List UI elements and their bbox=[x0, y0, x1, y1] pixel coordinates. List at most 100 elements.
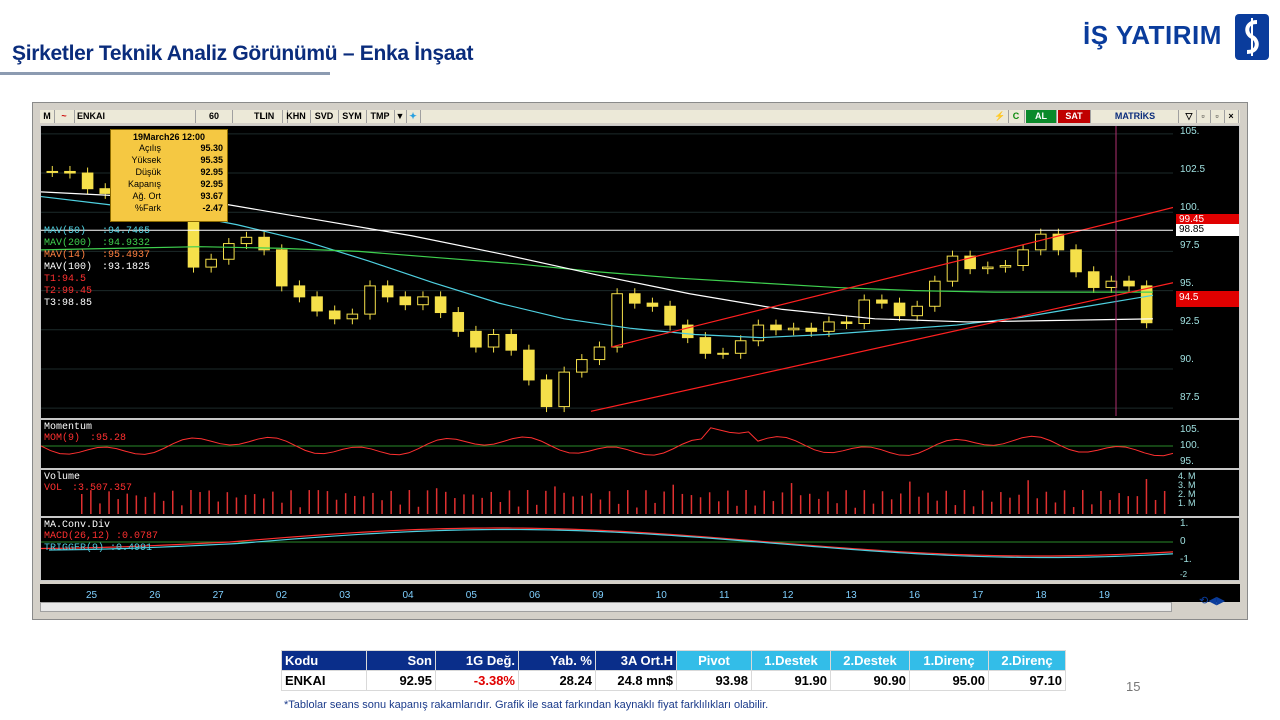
volume-bar bbox=[536, 504, 538, 514]
volume-bar bbox=[1136, 496, 1139, 514]
quote-table: Kodu Son 1G Değ. Yab. % 3A Ort.H Pivot 1.Deste… bbox=[281, 650, 1066, 691]
volume-bar bbox=[563, 492, 565, 514]
price-tick: 87.5 bbox=[1180, 392, 1200, 403]
window-menu-icon[interactable]: ▽ bbox=[1182, 110, 1197, 123]
candle bbox=[64, 170, 76, 174]
volume-bar bbox=[1072, 507, 1075, 514]
table-header-cell: 1G Değ. bbox=[435, 650, 519, 671]
toolbar-btn-tmp[interactable]: TMP bbox=[366, 110, 395, 123]
candle bbox=[293, 285, 306, 298]
volume-bar bbox=[226, 492, 229, 514]
macd-panel[interactable] bbox=[40, 517, 1240, 581]
momentum-legend: MOM(9):95.28 bbox=[44, 433, 127, 444]
volume-bar bbox=[499, 502, 502, 514]
volume-bar bbox=[708, 492, 711, 514]
volume-bar bbox=[745, 490, 747, 514]
candle bbox=[434, 296, 447, 314]
table-cell: ENKAI bbox=[281, 670, 367, 691]
candle bbox=[311, 296, 323, 312]
sell-button[interactable]: SAT bbox=[1058, 110, 1091, 123]
volume-bar bbox=[991, 501, 993, 514]
volume-bar bbox=[472, 494, 474, 514]
volume-bar bbox=[390, 490, 392, 514]
info-value: -2.47 bbox=[202, 203, 223, 213]
twitter-icon[interactable]: ✦ bbox=[406, 110, 421, 123]
volume-bar bbox=[363, 496, 365, 514]
table-header-cell: Kodu bbox=[281, 650, 367, 671]
candle bbox=[223, 243, 235, 260]
volume-bar bbox=[508, 490, 511, 514]
volume-bar bbox=[936, 500, 938, 514]
volume-bar bbox=[599, 499, 602, 514]
dropdown-arrow-icon[interactable]: ▼ bbox=[394, 110, 407, 123]
volume-bar bbox=[818, 498, 820, 514]
volume-bar bbox=[590, 493, 593, 514]
price-tick: 105. bbox=[1180, 126, 1200, 137]
info-value: 93.67 bbox=[200, 191, 223, 201]
toolbar-btn-khn[interactable]: KHN bbox=[282, 110, 311, 123]
scroll-arrows-icon[interactable]: ⟲◀▶ bbox=[1199, 595, 1226, 607]
macd-legend: MACD(26,12):0.0787 bbox=[44, 531, 159, 542]
currency-field[interactable]: TL bbox=[232, 110, 288, 123]
legend-mav200: MAV(200):94.9332 bbox=[44, 238, 151, 249]
toolbar-btn-svd[interactable]: SVD bbox=[310, 110, 339, 123]
symbol-field[interactable]: ENKAI bbox=[74, 110, 196, 123]
lightning-icon[interactable]: ⚡ bbox=[992, 110, 1009, 123]
vol-tick: 4. M bbox=[1178, 471, 1196, 481]
momentum-title: Momentum bbox=[44, 422, 93, 433]
info-key: Yüksek bbox=[131, 155, 161, 165]
volume-bar bbox=[963, 490, 966, 514]
minimize-icon[interactable]: ▫ bbox=[1196, 110, 1211, 123]
period-field[interactable]: 60 bbox=[196, 110, 233, 123]
date-label: 27 bbox=[212, 590, 224, 601]
info-value: 95.30 bbox=[200, 143, 223, 153]
table-cell: 28.24 bbox=[518, 670, 596, 691]
toolbar-btn-lin[interactable]: LIN bbox=[252, 110, 283, 123]
volume-bar bbox=[608, 491, 611, 514]
table-cell: 91.90 bbox=[751, 670, 831, 691]
close-icon[interactable]: × bbox=[1224, 110, 1239, 123]
volume-bar bbox=[1054, 502, 1057, 514]
candle bbox=[1052, 233, 1065, 251]
vol-tick: 1. M bbox=[1178, 498, 1196, 508]
refresh-icon[interactable]: C bbox=[1008, 110, 1025, 123]
volume-bar bbox=[1118, 493, 1120, 514]
volume-bar bbox=[344, 493, 347, 514]
volume-bar bbox=[417, 506, 420, 514]
date-label: 12 bbox=[782, 590, 794, 601]
volume-panel[interactable] bbox=[40, 469, 1240, 517]
toolbar-btn-sym[interactable]: SYM bbox=[338, 110, 367, 123]
buy-button[interactable]: AL bbox=[1026, 110, 1057, 123]
macd-tick: -1. bbox=[1180, 554, 1192, 565]
info-value: 92.95 bbox=[200, 167, 223, 177]
volume-bar bbox=[1145, 479, 1148, 514]
price-box-t1: 94.5 bbox=[1176, 291, 1239, 307]
price-panel[interactable] bbox=[40, 125, 1240, 419]
footnote: *Tablolar seans sonu kapanış rakamlarıdı… bbox=[284, 699, 769, 711]
volume-bar bbox=[408, 490, 411, 514]
candle bbox=[558, 371, 570, 408]
volume-bar bbox=[426, 490, 429, 514]
candle bbox=[452, 312, 465, 332]
menu-m-button[interactable]: M bbox=[40, 110, 55, 123]
volume-bar bbox=[326, 491, 329, 514]
date-label: 10 bbox=[655, 590, 667, 601]
candle bbox=[964, 255, 976, 270]
candle bbox=[399, 296, 412, 306]
info-key: Ağ. Ort bbox=[132, 191, 161, 201]
volume-bar bbox=[1027, 480, 1029, 514]
volume-bar bbox=[581, 495, 583, 514]
legend-t1: T1:94.5 bbox=[44, 274, 87, 285]
volume-bar bbox=[126, 493, 128, 514]
volume-bar bbox=[281, 502, 283, 514]
horizontal-scrollbar[interactable] bbox=[40, 602, 1172, 612]
volume-bar bbox=[972, 506, 975, 514]
date-label: 19 bbox=[1098, 590, 1110, 601]
matriks-label: MATRİKS bbox=[1092, 110, 1179, 123]
maximize-icon[interactable]: ▫ bbox=[1210, 110, 1225, 123]
candle bbox=[770, 324, 782, 331]
volume-bar bbox=[981, 490, 984, 514]
volume-bar bbox=[244, 494, 247, 514]
candle bbox=[681, 324, 694, 339]
volume-bar bbox=[1082, 490, 1084, 514]
